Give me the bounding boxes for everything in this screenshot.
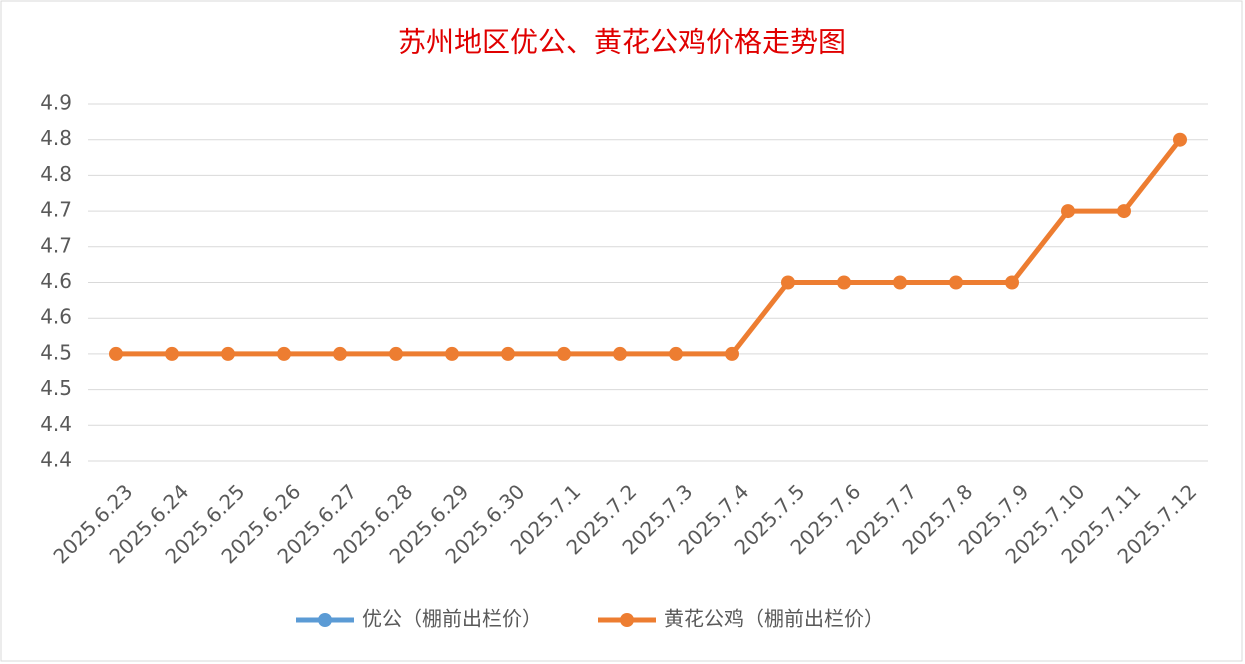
legend-label: 优公（棚前出栏价） xyxy=(362,607,542,631)
point xyxy=(221,346,235,361)
point xyxy=(1061,204,1075,219)
point xyxy=(109,346,123,361)
point xyxy=(781,275,795,290)
line xyxy=(116,138,1182,357)
point xyxy=(837,275,851,290)
point xyxy=(501,346,515,361)
y-tick-label: 4.8 xyxy=(40,126,72,150)
point xyxy=(1005,275,1019,290)
point xyxy=(1117,204,1131,219)
chart-title: 苏州地区优公、黄花公鸡价格走势图 xyxy=(398,26,846,59)
point xyxy=(277,346,291,361)
y-tick-label: 4.6 xyxy=(40,305,72,329)
point xyxy=(613,346,627,361)
y-tick-label: 4.4 xyxy=(40,412,72,436)
point xyxy=(669,346,683,361)
y-tick-label: 4.4 xyxy=(40,448,72,472)
y-tick-label: 4.9 xyxy=(40,91,72,115)
point xyxy=(949,275,963,290)
point xyxy=(893,275,907,290)
point xyxy=(389,346,403,361)
y-tick-label: 4.5 xyxy=(40,340,72,364)
point xyxy=(165,346,179,361)
point xyxy=(1173,132,1187,147)
point xyxy=(557,346,571,361)
y-tick-label: 4.6 xyxy=(40,269,72,293)
point xyxy=(725,346,739,361)
legend-marker xyxy=(318,613,332,627)
y-tick-label: 4.7 xyxy=(40,233,72,257)
point xyxy=(445,346,459,361)
y-tick-label: 4.7 xyxy=(40,198,72,222)
y-tick-label: 4.5 xyxy=(40,376,72,400)
y-tick-label: 4.8 xyxy=(40,162,72,186)
point xyxy=(333,346,347,361)
legend-label: 黄花公鸡（棚前出栏价） xyxy=(664,607,884,631)
legend-marker xyxy=(620,613,634,627)
